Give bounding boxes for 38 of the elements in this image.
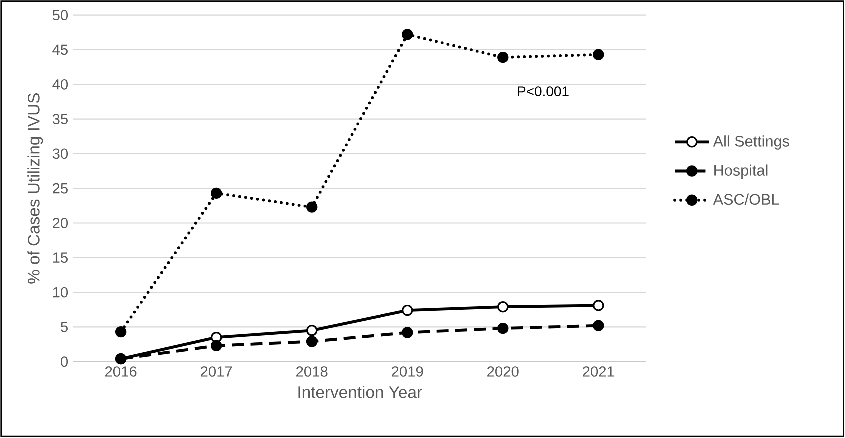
y-tick-label: 15 <box>53 252 68 264</box>
y-tick-label: 0 <box>61 356 68 368</box>
point <box>210 340 222 352</box>
legend-label: ASC/OBL <box>713 194 780 206</box>
annotation: P<0.001 <box>518 86 569 97</box>
point <box>498 302 509 313</box>
point <box>306 325 318 336</box>
x-tick-label: 2021 <box>583 366 614 378</box>
point <box>498 52 509 64</box>
point <box>402 327 414 338</box>
x-tick-label: 2020 <box>488 366 519 378</box>
point <box>402 305 414 316</box>
y-tick-label: 5 <box>61 322 68 332</box>
point <box>402 29 414 40</box>
point <box>498 323 509 334</box>
x-tick-label: 2019 <box>392 366 424 378</box>
legend-label: Hospital <box>714 164 768 180</box>
point <box>306 336 318 348</box>
y-tick-label: 30 <box>52 148 68 160</box>
point <box>210 188 222 200</box>
x-tick-label: 2018 <box>296 366 328 378</box>
y-tick-label: 40 <box>52 80 68 90</box>
y-tick-label: 20 <box>53 218 68 229</box>
x-tick-label: 2016 <box>105 366 137 378</box>
point <box>593 300 604 312</box>
y-tick-label: 50 <box>52 10 68 21</box>
y-axis-title: % of Cases Utilizing IVUS <box>28 94 44 284</box>
point <box>115 326 127 338</box>
point <box>306 202 318 213</box>
y-tick-label: 10 <box>53 287 68 298</box>
y-tick-label: 35 <box>52 114 68 125</box>
x-tick-label: 2017 <box>201 366 232 378</box>
y-tick-label: 25 <box>53 184 68 194</box>
x-axis-title: Intervention Year <box>298 386 422 398</box>
point <box>593 49 604 61</box>
point <box>593 320 604 332</box>
legend-label: All Settings <box>713 136 790 150</box>
y-tick-label: 45 <box>52 44 68 56</box>
